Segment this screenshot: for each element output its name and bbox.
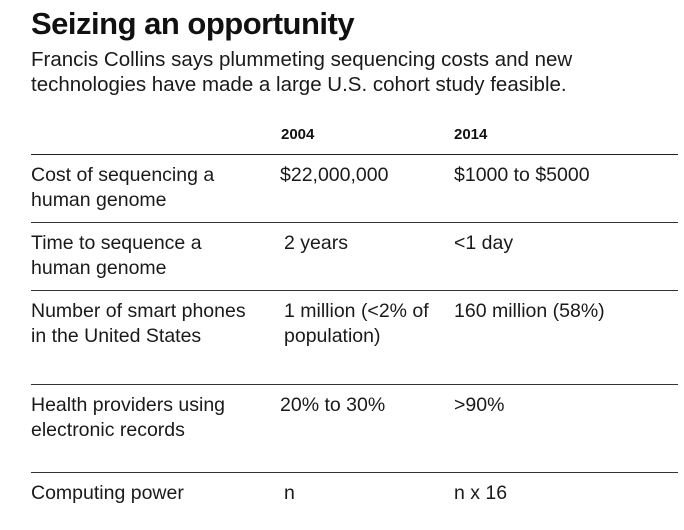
value-2014: n x 16 (454, 482, 508, 504)
row-label: Health providers using electronic record… (31, 394, 226, 441)
value-2004: 1 million (<2% of population) (284, 300, 429, 347)
value-2014: 160 million (58%) (454, 300, 605, 322)
table-row: Number of smart phones in the United Sta… (31, 291, 678, 385)
page-title: Seizing an opportunity (31, 6, 355, 41)
value-2004: 20% to 30% (280, 394, 386, 416)
value-2014: <1 day (454, 232, 514, 254)
row-label: Time to sequence a human genome (31, 232, 202, 279)
row-label: Cost of sequencing a human genome (31, 164, 215, 211)
value-2004: 2 years (284, 232, 348, 254)
column-header-2004: 2004 (281, 126, 315, 143)
table-header-row: 2004 2014 (31, 118, 678, 155)
row-label: Computing power (31, 482, 184, 504)
comparison-table: 2004 2014 Cost of sequencing a human gen… (31, 118, 678, 513)
table-row: Computing power n n x 16 (31, 473, 678, 513)
column-header-2014: 2014 (454, 126, 488, 143)
subtitle: Francis Collins says plummeting sequenci… (31, 48, 573, 96)
value-2014: $1000 to $5000 (454, 164, 590, 186)
table-row: Time to sequence a human genome 2 years … (31, 223, 678, 291)
value-2004: n (284, 482, 295, 504)
value-2004: $22,000,000 (280, 164, 389, 186)
row-label: Number of smart phones in the United Sta… (31, 300, 246, 347)
table-row: Cost of sequencing a human genome $22,00… (31, 155, 678, 223)
value-2014: >90% (454, 394, 505, 416)
table-row: Health providers using electronic record… (31, 385, 678, 473)
